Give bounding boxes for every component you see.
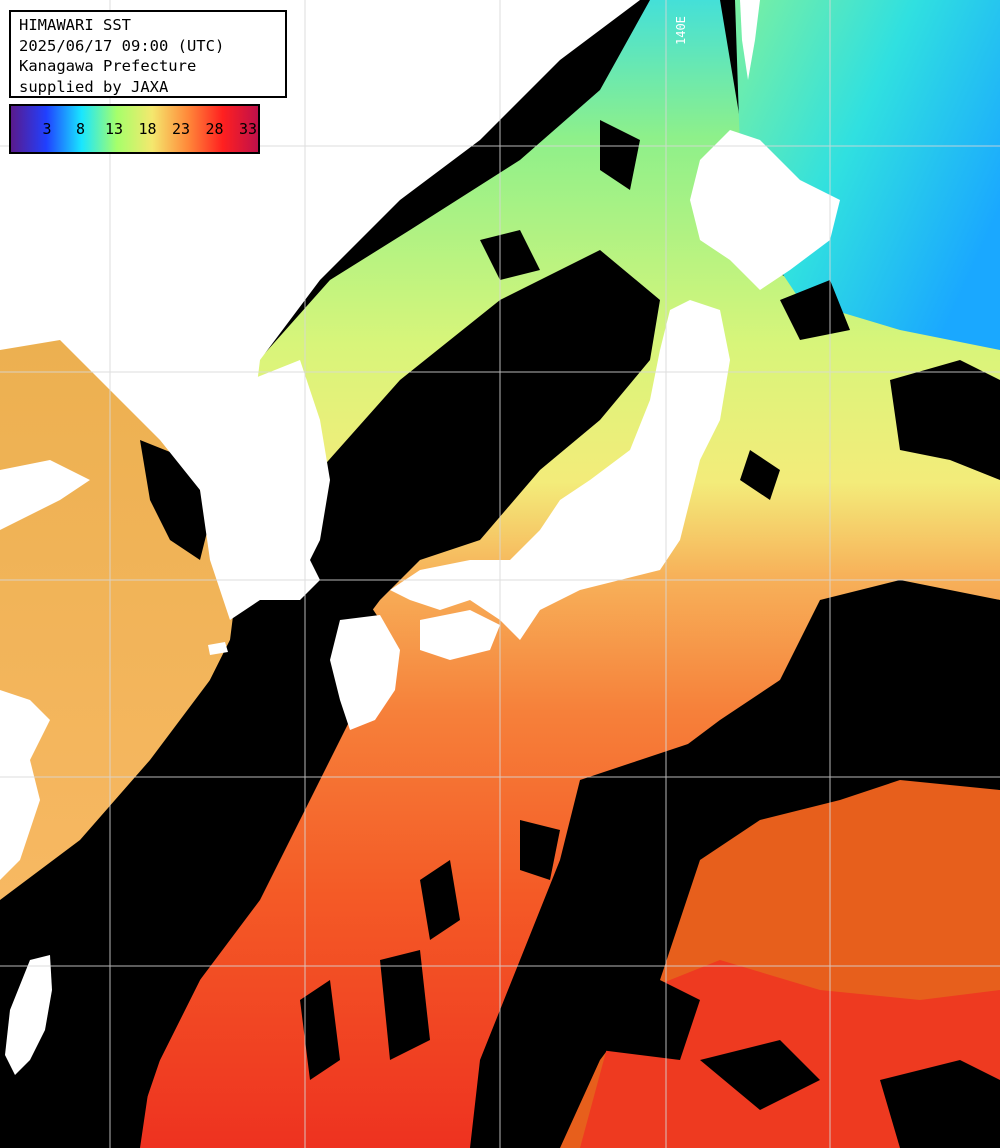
- legend-label: 13: [104, 120, 124, 138]
- info-box: HIMAWARI SST 2025/06/17 09:00 (UTC) Kana…: [9, 10, 287, 98]
- cloud-masks: [0, 120, 1000, 1148]
- legend-label: 28: [205, 120, 224, 138]
- color-legend: 3 8 13 18 23 28 33: [9, 104, 260, 154]
- map-title: HIMAWARI SST: [19, 16, 131, 34]
- legend-label: 33: [238, 120, 258, 138]
- sea-north: [735, 0, 1000, 350]
- legend-labels: 3 8 13 18 23 28 33: [11, 106, 258, 152]
- legend-label: 18: [138, 120, 157, 138]
- map-credit: supplied by JAXA: [19, 77, 169, 96]
- longitude-label: 140E: [674, 16, 688, 45]
- map-datetime: 2025/06/17 09:00 (UTC): [19, 36, 225, 55]
- legend-label: 3: [42, 120, 52, 138]
- map-region: Kanagawa Prefecture: [19, 57, 197, 75]
- land: [0, 0, 840, 1075]
- taiwan-island: [5, 955, 52, 1075]
- legend-label: 23: [171, 120, 191, 138]
- legend-label: 8: [75, 120, 86, 138]
